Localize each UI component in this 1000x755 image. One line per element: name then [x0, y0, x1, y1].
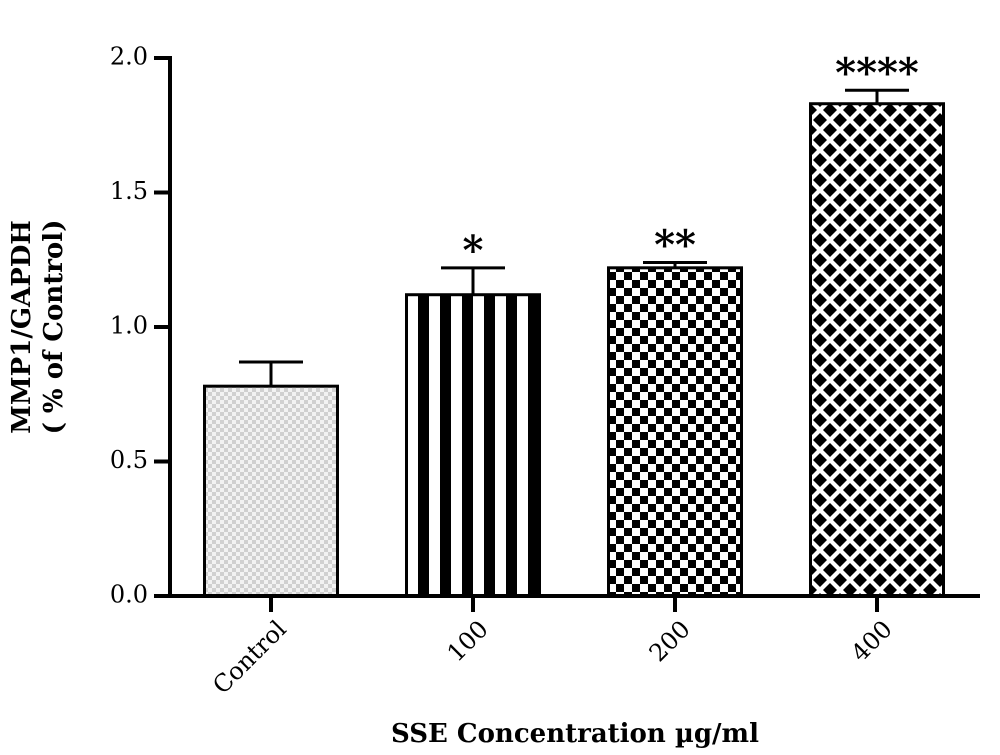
- annotation: ****: [835, 49, 919, 96]
- y-tick-label: 1.0: [110, 312, 148, 340]
- bar: [203, 384, 339, 598]
- x-tick-label: Control: [207, 615, 292, 700]
- error-bar: [845, 88, 909, 104]
- x-tick-label: 200: [644, 615, 696, 667]
- bar: [809, 102, 945, 598]
- x-tick-group: 400: [846, 615, 898, 667]
- annotation: *: [463, 227, 484, 274]
- x-tick-label: 100: [442, 615, 494, 667]
- y-tick-label: 0.0: [110, 581, 148, 609]
- y-tick-label: 2.0: [110, 43, 148, 71]
- y-axis-label: MMP1/GAPDH: [7, 220, 37, 434]
- annotation: **: [654, 221, 696, 268]
- error-bar: [441, 266, 505, 295]
- x-axis-label: SSE Concentration µg/ml: [391, 719, 759, 749]
- y-tick-label: 0.5: [110, 446, 148, 474]
- x-tick-group: 100: [442, 615, 494, 667]
- error-bar: [239, 360, 303, 387]
- x-tick-group: Control: [207, 615, 292, 700]
- x-tick-label: 400: [846, 615, 898, 667]
- x-tick-group: 200: [644, 615, 696, 667]
- bar: [607, 266, 743, 598]
- y-tick-label: 1.5: [110, 177, 148, 205]
- bar: [405, 293, 541, 598]
- y-axis-label: ( % of Control): [39, 220, 69, 435]
